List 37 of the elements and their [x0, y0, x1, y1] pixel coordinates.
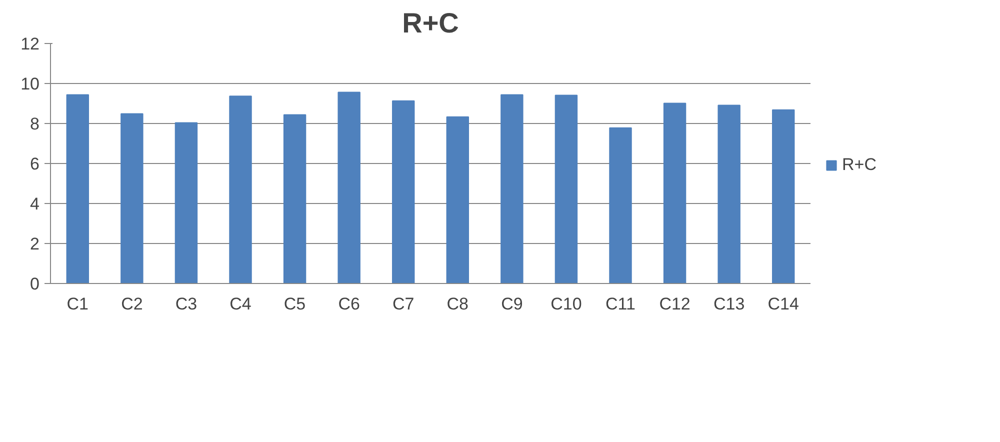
y-tick-label: 2	[30, 234, 40, 254]
bar	[554, 94, 578, 284]
legend-label: R+C	[842, 155, 876, 175]
bar	[120, 113, 144, 284]
x-tick-label: C8	[446, 294, 469, 314]
bar	[66, 94, 89, 284]
bar	[500, 94, 524, 284]
x-tick-label: C9	[501, 294, 523, 314]
y-tick-label: 4	[30, 194, 40, 214]
bar	[283, 114, 306, 284]
x-tick-label: C3	[175, 294, 198, 314]
x-tick-label: C4	[230, 294, 252, 314]
bar	[663, 102, 686, 284]
x-tick-label: C14	[768, 294, 799, 314]
x-tick-label: C7	[392, 294, 414, 314]
y-tick-label: 12	[20, 34, 40, 54]
chart-title: R+C	[402, 8, 459, 38]
y-tick-label: 10	[20, 74, 40, 94]
x-tick-label: C1	[66, 294, 89, 314]
bar	[338, 92, 360, 284]
x-tick-label: C6	[338, 294, 360, 314]
y-tick-label: 0	[30, 274, 40, 294]
y-tick-label: 6	[30, 154, 40, 174]
bar	[446, 116, 469, 284]
x-tick-label: C2	[121, 294, 143, 314]
bar	[718, 104, 740, 284]
bar	[772, 109, 795, 284]
x-tick-label: C10	[550, 294, 582, 314]
x-tick-label: C13	[713, 294, 745, 314]
bar	[174, 122, 198, 284]
y-tick-label: 8	[30, 114, 40, 134]
x-tick-label: C11	[606, 294, 636, 314]
bar	[392, 100, 415, 284]
x-tick-label: C12	[659, 294, 690, 314]
bar	[609, 127, 632, 284]
x-tick-label: C5	[284, 294, 306, 314]
bar	[229, 96, 252, 284]
